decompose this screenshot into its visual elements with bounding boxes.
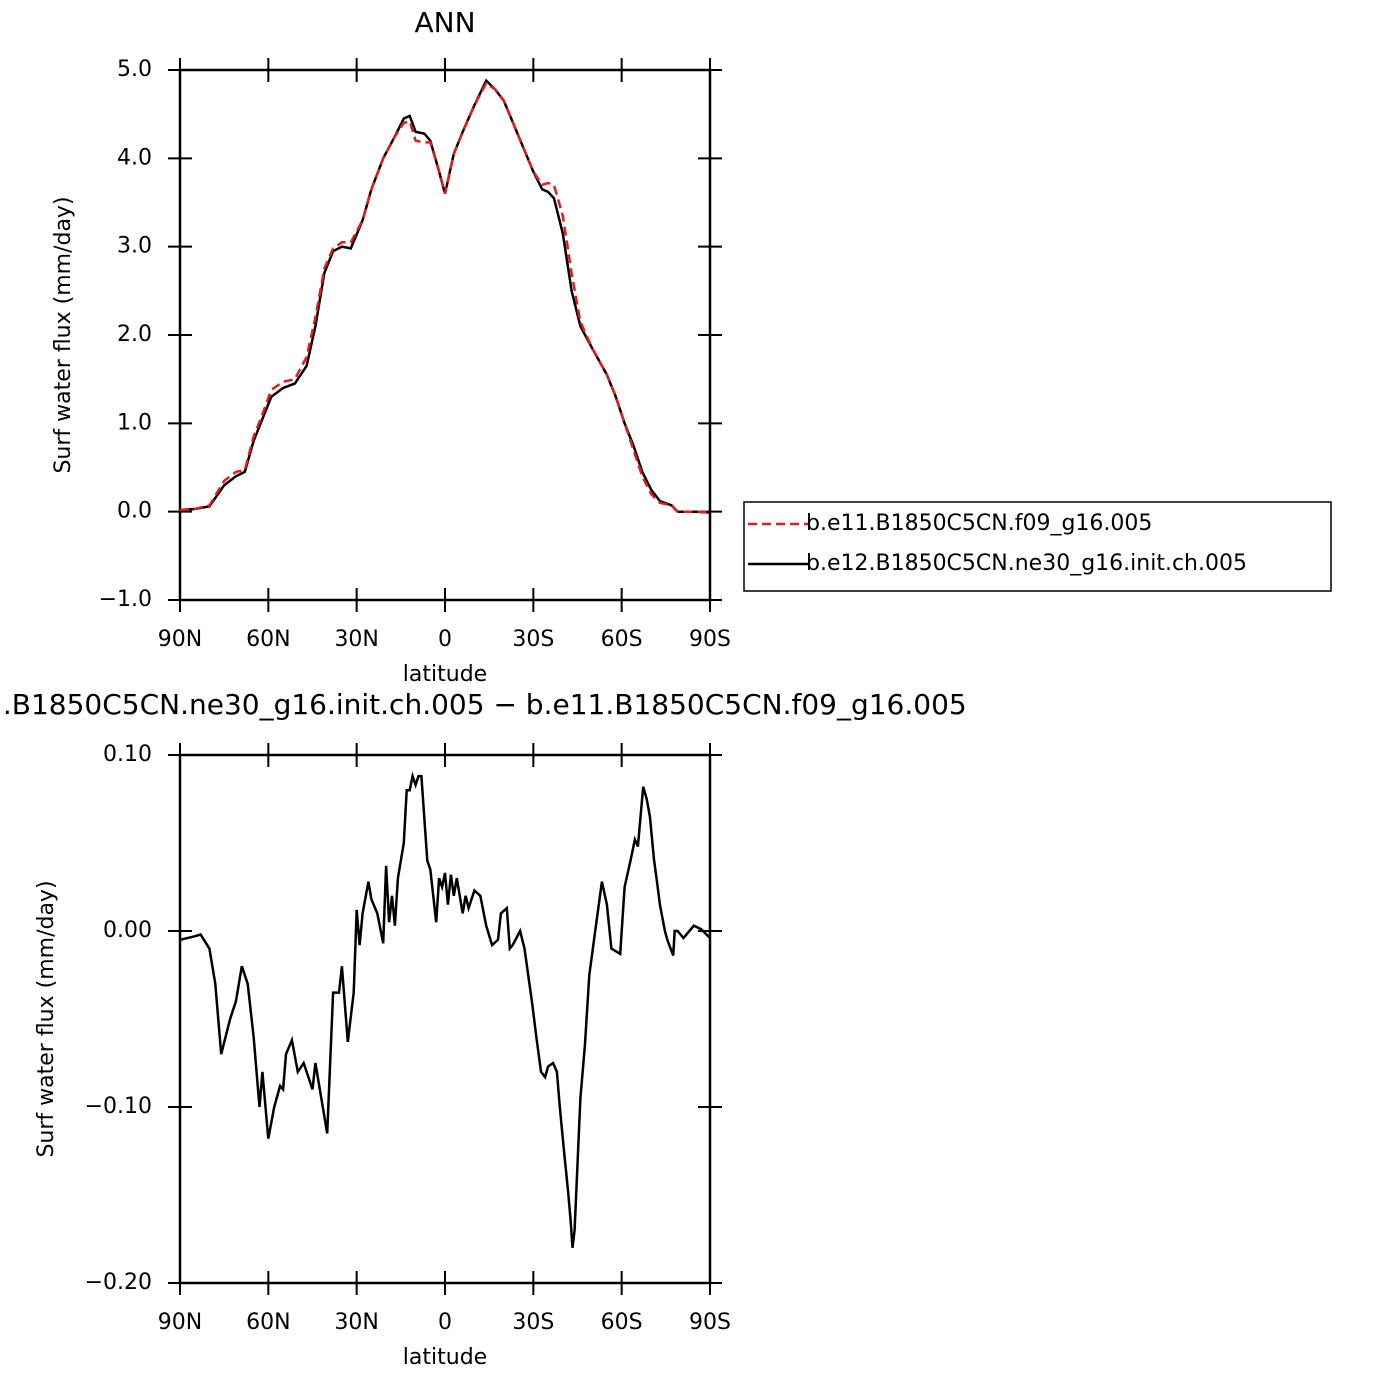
x-tick-label: 90S	[689, 1310, 731, 1335]
x-tick-label: 60N	[246, 627, 290, 652]
y-tick-label: −0.20	[85, 1270, 152, 1295]
data-line	[179, 78, 711, 514]
x-tick-label: 60S	[601, 1310, 643, 1335]
x-tick-label: 90S	[689, 627, 731, 652]
chart-title: ANN	[414, 6, 475, 39]
x-tick-label: 0	[438, 1310, 452, 1335]
plot-frame	[178, 68, 712, 602]
y-tick-label: 2.0	[117, 322, 152, 347]
y-tick-label: 5.0	[117, 57, 152, 82]
x-tick-label: 30S	[512, 627, 554, 652]
x-tick-label: 90N	[158, 627, 202, 652]
y-axis-label: Surf water flux (mm/day)	[34, 880, 59, 1157]
legend-box	[743, 501, 1332, 592]
x-tick-label: 30N	[334, 627, 378, 652]
y-tick-label: −0.10	[85, 1094, 152, 1119]
data-line	[179, 771, 711, 1248]
x-tick-label: 0	[438, 627, 452, 652]
x-axis-label: latitude	[403, 1345, 487, 1370]
y-tick-label: −1.0	[99, 587, 152, 612]
data-line	[179, 81, 711, 514]
legend-label: b.e12.B1850C5CN.ne30_g16.init.ch.005	[806, 551, 1247, 576]
y-tick-label: 0.00	[103, 918, 152, 943]
x-tick-label: 30S	[512, 1310, 554, 1335]
plot-frame	[178, 753, 712, 1285]
x-tick-label: 90N	[158, 1310, 202, 1335]
legend-label: b.e11.B1850C5CN.f09_g16.005	[806, 511, 1152, 536]
y-tick-label: 0.10	[103, 742, 152, 767]
x-tick-label: 60S	[601, 627, 643, 652]
y-tick-label: 1.0	[117, 410, 152, 435]
chart-title: b.e12.B1850C5CN.ne30_g16.init.ch.005 − b…	[0, 688, 967, 721]
x-tick-label: 60N	[246, 1310, 290, 1335]
y-axis-label: Surf water flux (mm/day)	[51, 196, 76, 473]
y-tick-label: 3.0	[117, 234, 152, 259]
y-tick-label: 0.0	[117, 499, 152, 524]
y-tick-label: 4.0	[117, 145, 152, 170]
x-axis-label: latitude	[403, 662, 487, 687]
x-tick-label: 30N	[334, 1310, 378, 1335]
